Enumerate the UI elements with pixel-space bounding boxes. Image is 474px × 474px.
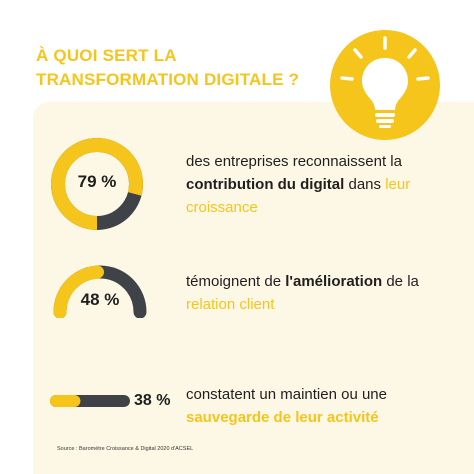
stat-text-1: des entreprises reconnaissent la contrib… [186, 150, 456, 219]
title-line-2: TRANSFORMATION DIGITALE ? [36, 70, 300, 89]
stat-value-79: 79 % [77, 172, 117, 191]
source-note: Source : Baromètre Croissance & Digital … [57, 446, 194, 452]
content-card [33, 102, 474, 474]
page-title: À QUOI SERT LA TRANSFORMATION DIGITALE ? [36, 44, 299, 92]
stat-2-pre: témoignent de [186, 273, 286, 290]
stat-value-38: 38 % [134, 392, 171, 409]
stat-text-3: constatent un maintien ou une sauvegarde… [186, 383, 456, 429]
stat-1-pre: des entreprises reconnaissent la [186, 153, 402, 170]
stat-3-highlight: sauvegarde de leur activité [186, 409, 379, 426]
ring-gauge-79 [51, 138, 143, 230]
bulb-badge [330, 30, 440, 140]
semi-fill [53, 265, 104, 318]
stat-text-2: témoignent de l'amélioration de la relat… [186, 270, 456, 316]
ring-fill [51, 138, 143, 230]
stat-1-mid: dans [344, 176, 386, 193]
light-bulb-icon [340, 36, 430, 128]
stat-2-bold: l'amélioration [285, 273, 383, 290]
bar-fill [50, 395, 81, 407]
stat-value-48: 48 % [80, 290, 120, 309]
bar-gauge-38 [50, 395, 130, 407]
stat-2-mid: de la [382, 273, 419, 290]
title-line-1: À QUOI SERT LA [36, 46, 177, 65]
stat-1-highlight: leur croissance [186, 176, 411, 216]
semi-gauge-48 [53, 265, 147, 318]
stat-1-bold: contribution du digital [186, 176, 345, 193]
stat-3-pre: constatent un maintien ou une [186, 386, 387, 403]
stat-2-highlight: relation client [186, 296, 275, 313]
